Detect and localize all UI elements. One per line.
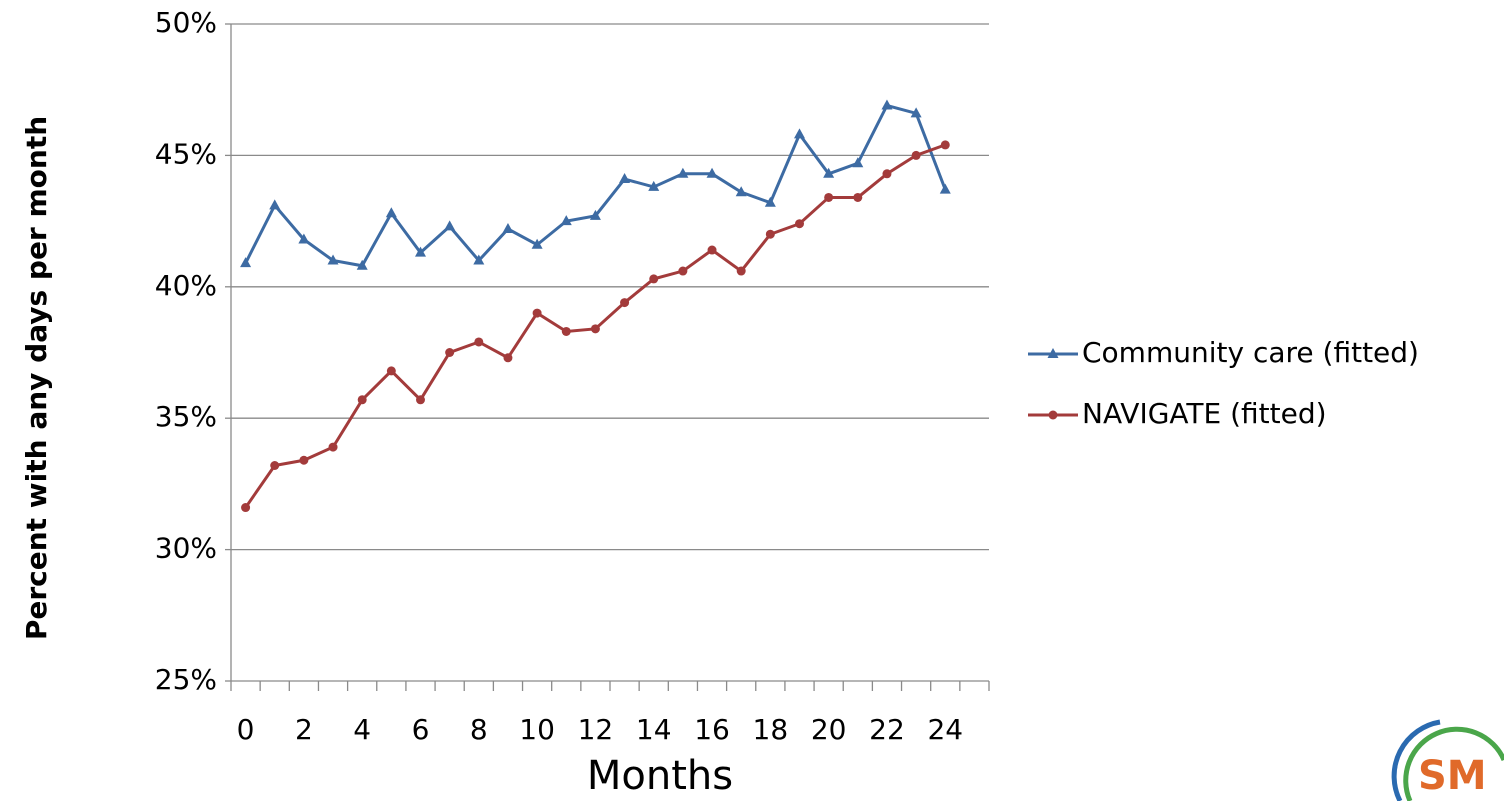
point: [736, 266, 746, 276]
point: [910, 107, 922, 118]
point: [765, 229, 775, 239]
point: [620, 298, 630, 308]
x-tick-label: 20: [811, 713, 847, 746]
point: [940, 140, 950, 150]
point: [356, 259, 368, 270]
point: [327, 254, 339, 265]
y-tick-label: 40%: [155, 269, 217, 302]
point: [619, 173, 631, 184]
logo-arc: [1391, 719, 1441, 801]
point: [298, 233, 310, 244]
x-axis-label: Months: [587, 753, 733, 799]
y-tick-label: 50%: [155, 6, 217, 39]
point: [853, 192, 863, 202]
point: [241, 503, 251, 513]
point: [561, 326, 571, 336]
point: [649, 274, 659, 284]
point: [590, 324, 600, 334]
point: [270, 461, 280, 471]
point: [735, 186, 747, 197]
point: [678, 266, 688, 276]
x-tick-label: 24: [927, 713, 963, 746]
legend-label: NAVIGATE (fitted): [1082, 397, 1327, 430]
x-tick-label: 6: [412, 713, 430, 746]
point: [706, 167, 718, 178]
point: [445, 348, 455, 357]
point: [386, 366, 396, 376]
series-line: [244, 103, 947, 268]
logo-text: SM: [1418, 753, 1487, 799]
point: [1048, 410, 1058, 420]
point: [648, 180, 660, 191]
point: [385, 207, 397, 218]
point: [852, 157, 864, 168]
x-tick-label: 2: [295, 713, 313, 746]
x-tick-label: 16: [694, 713, 730, 746]
point: [707, 245, 717, 255]
y-tick-label: 30%: [155, 532, 217, 565]
logo-arc: [1403, 726, 1504, 801]
y-tick-label: 35%: [155, 400, 217, 433]
x-tick-label: 4: [353, 713, 371, 746]
point: [299, 455, 309, 465]
x-tick-label: 18: [753, 713, 789, 746]
point: [473, 254, 485, 265]
point: [503, 353, 513, 363]
point: [824, 192, 834, 202]
point: [795, 219, 804, 229]
point: [415, 246, 426, 257]
point: [328, 442, 338, 452]
x-tick-label: 14: [636, 713, 672, 746]
point: [444, 220, 456, 231]
point: [269, 199, 281, 210]
point: [1047, 348, 1059, 358]
y-tick-label: 25%: [155, 663, 217, 696]
point: [240, 257, 252, 268]
x-tick-label: 8: [470, 713, 488, 746]
point: [794, 128, 805, 139]
x-tick-label: 10: [519, 713, 555, 746]
point: [416, 395, 425, 405]
point: [531, 238, 543, 249]
point: [764, 196, 776, 207]
x-tick-label: 12: [578, 713, 614, 746]
y-axis-label: Percent with any days per month: [20, 116, 53, 640]
logo: SM: [1391, 719, 1504, 801]
point: [823, 167, 835, 178]
point: [911, 150, 921, 160]
point: [939, 183, 951, 194]
y-tick-label: 45%: [155, 137, 217, 170]
point: [882, 169, 892, 179]
point: [589, 209, 601, 220]
x-tick-label: 0: [237, 713, 255, 746]
legend-label: Community care (fitted): [1082, 336, 1419, 369]
point: [532, 308, 542, 318]
point: [881, 99, 893, 110]
point: [677, 167, 689, 178]
point: [357, 395, 367, 405]
point: [474, 337, 484, 347]
point: [502, 222, 514, 233]
x-tick-label: 22: [869, 713, 905, 746]
point: [560, 215, 572, 226]
